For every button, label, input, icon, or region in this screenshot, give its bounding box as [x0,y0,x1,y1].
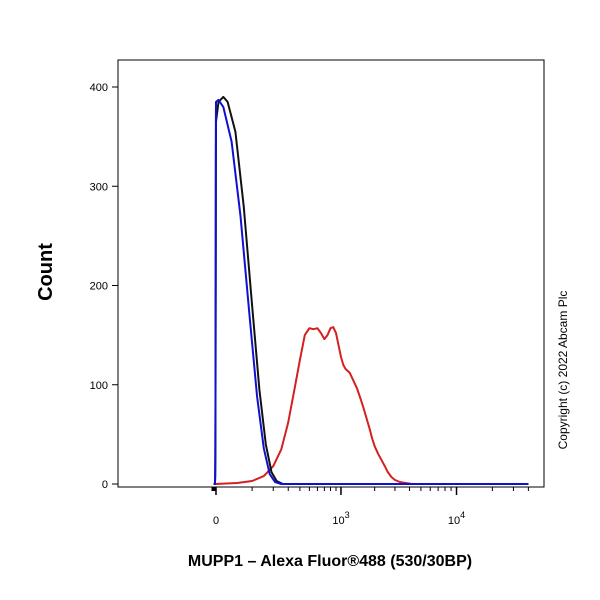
y-tick-label: 100 [90,380,108,392]
y-tick-label: 300 [90,181,108,193]
plot-frame [117,59,545,488]
y-axis: 0 100 200 300 400 [90,82,118,491]
x-axis-title: MUPP1 – Alexa Fluor®488 (530/30BP) [188,553,472,570]
series-line-0 [213,326,529,485]
y-tick-label: 400 [90,82,108,94]
x-tick-exponent: 3 [345,510,350,520]
x-tick-label: 103 [332,510,349,527]
y-tick-label: 0 [102,479,108,491]
series-layer [213,95,529,485]
y-axis-title: Count [35,243,57,301]
x-tick-label: 0 [213,515,219,527]
series-line-2 [213,98,529,485]
x-axis: 0 103 104 [211,487,529,527]
copyright-text: Copyright (c) 2022 Abcam Plc [556,291,570,450]
x-tick-exponent: 4 [460,510,465,520]
x-tick-label: 104 [448,510,465,527]
y-tick-label: 200 [90,281,108,293]
